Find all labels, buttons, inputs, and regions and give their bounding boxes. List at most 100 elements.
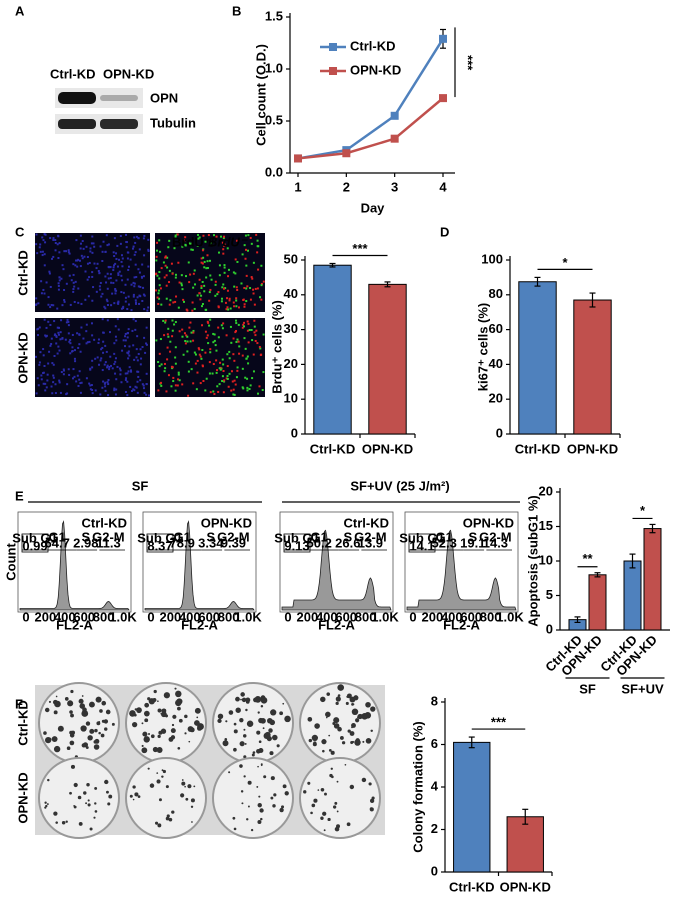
cell-dot [186, 340, 189, 343]
colony [326, 692, 331, 696]
condition-label: SF [132, 478, 149, 493]
cell-dot [58, 251, 61, 254]
colony [153, 689, 157, 694]
colony [235, 707, 241, 713]
colony [239, 764, 243, 768]
colony [137, 795, 141, 798]
cell-dot [89, 247, 92, 250]
cell-dot [235, 322, 238, 325]
cell-dot [120, 381, 123, 384]
colony [244, 742, 247, 745]
cell-dot [241, 253, 244, 256]
cell-dot [223, 379, 226, 382]
sig: *** [352, 241, 368, 256]
colony [247, 780, 252, 785]
cell-dot [200, 305, 203, 308]
marker [390, 111, 399, 120]
cell-dot [46, 373, 49, 376]
colony [44, 707, 50, 713]
cell-dot [65, 393, 68, 396]
cell-dot [183, 332, 186, 335]
bar [518, 281, 557, 435]
cell-dot [139, 286, 142, 289]
colony [345, 701, 349, 705]
cell-dot [136, 296, 139, 299]
cell-dot [117, 301, 120, 304]
cell-dot [160, 381, 163, 384]
colony [256, 785, 259, 788]
colony [55, 821, 58, 824]
cell-dot [202, 256, 205, 259]
y-tick-label: 0.5 [265, 112, 283, 127]
cell-dot [82, 337, 85, 340]
colony [307, 716, 313, 722]
cell-dot [69, 303, 72, 306]
cell-dot [217, 291, 220, 294]
cell-dot [137, 375, 140, 378]
bar [588, 574, 607, 631]
cell-dot [104, 250, 107, 253]
cell-dot [177, 306, 180, 309]
cell-dot [246, 377, 249, 380]
cell-dot [54, 383, 57, 386]
flow-ylabel: Count [3, 543, 18, 581]
cell-dot [106, 272, 109, 275]
cell-dot [114, 287, 117, 290]
cell-dot [252, 370, 255, 373]
cell-dot [201, 324, 204, 327]
cell-dot [131, 247, 134, 250]
cell-dot [42, 239, 45, 242]
cell-dot [102, 351, 105, 354]
cell-dot [67, 249, 70, 252]
cell-dot [198, 278, 201, 281]
colony [187, 784, 192, 789]
cell-dot [184, 244, 187, 247]
colony [107, 802, 111, 806]
cell-dot [256, 342, 259, 345]
gate-value: 11.3 [96, 535, 121, 550]
gate-name: Sub G1 [274, 530, 320, 545]
flow-tick: 1.0K [234, 609, 262, 624]
cell-dot [58, 279, 61, 282]
cell-dot [77, 384, 80, 387]
cell-dot [191, 301, 194, 304]
cell-dot [57, 288, 60, 291]
cell-dot [65, 250, 68, 253]
colony [259, 808, 264, 813]
cell-dot [113, 387, 116, 390]
cell-dot [208, 299, 211, 302]
cell-dot [110, 304, 113, 307]
gate-value: 64.7 [45, 535, 70, 550]
cell-dot [212, 390, 215, 393]
cell-dot [227, 308, 230, 311]
series-line [297, 38, 445, 160]
colony [70, 764, 76, 769]
cell-dot [102, 240, 105, 243]
colony [240, 790, 244, 793]
cell-dot [47, 296, 50, 299]
cell-dot [218, 367, 221, 370]
cell-dot [112, 266, 115, 269]
cell-dot [226, 377, 229, 380]
cell-dot [39, 250, 42, 253]
y-tick-label: 15 [539, 518, 553, 533]
cell-dot [61, 304, 64, 307]
cell-dot [260, 298, 263, 301]
cell-dot [137, 237, 140, 240]
cell-dot [127, 357, 130, 360]
cell-dot [57, 345, 60, 348]
colony [178, 718, 183, 723]
cell-dot [51, 362, 54, 365]
colony [351, 723, 356, 728]
cell-dot [167, 327, 170, 330]
flow-tick: 400 [316, 609, 338, 624]
cell-dot [57, 282, 60, 285]
cell-dot [185, 334, 188, 337]
cell-dot [174, 384, 177, 387]
cell-dot [158, 289, 161, 292]
gate-name: Sub G1 [12, 530, 58, 545]
colony [260, 705, 264, 708]
cell-dot [167, 335, 170, 338]
cell-dot [160, 384, 163, 387]
cell-dot [162, 261, 165, 264]
